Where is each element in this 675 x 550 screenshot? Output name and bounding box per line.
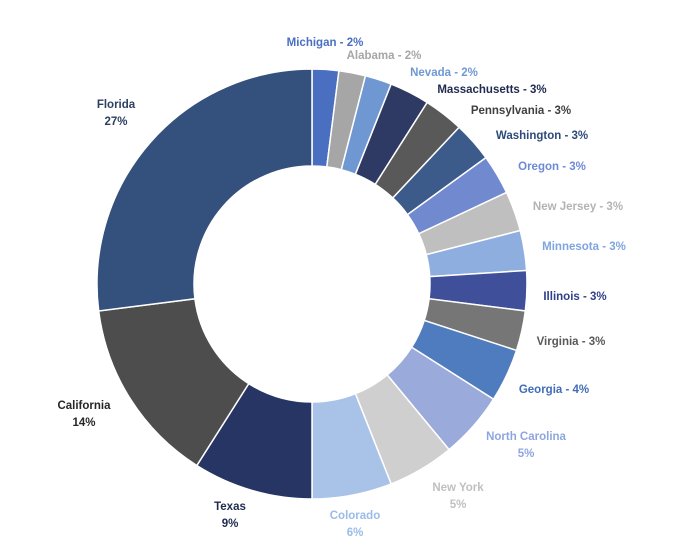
label-new-jersey: New Jersey - 3%: [533, 201, 623, 213]
label-nevada: Nevada - 2%: [410, 67, 478, 79]
label-new-york: New York 5%: [432, 482, 484, 511]
label-massachusetts: Massachusetts - 3%: [437, 84, 546, 96]
label-north-carolina: North Carolina 5%: [486, 431, 566, 460]
label-alabama: Alabama - 2%: [347, 50, 422, 62]
label-florida: Florida 27%: [97, 99, 136, 128]
label-michigan: Michigan - 2%: [287, 37, 364, 49]
label-oregon: Oregon - 3%: [518, 161, 586, 173]
label-california: California 14%: [57, 400, 111, 429]
label-minnesota: Minnesota - 3%: [542, 241, 626, 253]
label-virginia: Virginia - 3%: [537, 336, 606, 348]
label-colorado: Colorado 6%: [330, 510, 380, 539]
label-pennsylvania: Pennsylvania - 3%: [471, 105, 571, 117]
label-washington: Washington - 3%: [496, 130, 588, 142]
slice-florida: [96, 68, 313, 312]
label-texas: Texas 9%: [214, 501, 246, 530]
label-illinois: Illinois - 3%: [543, 291, 606, 303]
label-georgia: Georgia - 4%: [519, 384, 589, 396]
